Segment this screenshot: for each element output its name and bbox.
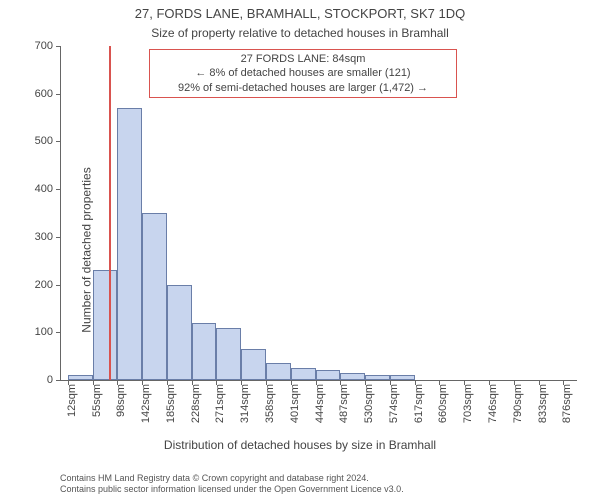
callout-line-1: 27 FORDS LANE: 84sqm xyxy=(156,52,450,66)
x-tick-label: 790sqm xyxy=(512,384,524,434)
y-tick-mark xyxy=(56,237,61,238)
footer-line-1: Contains HM Land Registry data © Crown c… xyxy=(60,473,404,485)
x-tick-label: 530sqm xyxy=(363,384,375,434)
x-tick-label: 703sqm xyxy=(462,384,474,434)
histogram-bar xyxy=(241,349,266,380)
histogram-bar xyxy=(266,363,291,380)
histogram-bar xyxy=(216,328,241,380)
histogram-bar xyxy=(316,370,341,380)
x-tick-label: 746sqm xyxy=(487,384,499,434)
y-tick-mark xyxy=(56,332,61,333)
x-tick-label: 185sqm xyxy=(165,384,177,434)
histogram-bar xyxy=(390,375,415,380)
x-tick-label: 228sqm xyxy=(190,384,202,434)
x-tick-label: 98sqm xyxy=(115,384,127,434)
x-tick-label: 55sqm xyxy=(91,384,103,434)
x-tick-label: 876sqm xyxy=(561,384,573,434)
y-tick-label: 200 xyxy=(35,279,53,291)
x-tick-label: 314sqm xyxy=(239,384,251,434)
footer-line-2: Contains public sector information licen… xyxy=(60,484,404,496)
y-tick-mark xyxy=(56,141,61,142)
x-tick-label: 487sqm xyxy=(338,384,350,434)
plot-area: 010020030040050060070012sqm55sqm98sqm142… xyxy=(60,46,577,381)
x-tick-label: 271sqm xyxy=(214,384,226,434)
callout-line-2: ← 8% of detached houses are smaller (121… xyxy=(156,66,450,80)
y-tick-label: 400 xyxy=(35,183,53,195)
callout-line-3: 92% of semi-detached houses are larger (… xyxy=(156,81,450,95)
attribution-footer: Contains HM Land Registry data © Crown c… xyxy=(60,473,404,496)
chart-subtitle: Size of property relative to detached ho… xyxy=(0,26,600,40)
histogram-bar xyxy=(93,270,118,380)
y-tick-mark xyxy=(56,285,61,286)
y-tick-mark xyxy=(56,46,61,47)
y-tick-label: 600 xyxy=(35,88,53,100)
histogram-bar xyxy=(192,323,217,380)
x-tick-label: 617sqm xyxy=(413,384,425,434)
histogram-bar xyxy=(117,108,142,380)
y-tick-mark xyxy=(56,94,61,95)
y-tick-label: 300 xyxy=(35,231,53,243)
x-axis-label: Distribution of detached houses by size … xyxy=(0,438,600,452)
subject-property-marker xyxy=(109,46,111,380)
histogram-bar xyxy=(365,375,390,380)
x-tick-label: 12sqm xyxy=(66,384,78,434)
x-tick-label: 833sqm xyxy=(537,384,549,434)
y-tick-label: 100 xyxy=(35,326,53,338)
histogram-bar xyxy=(167,285,192,380)
property-callout-box: 27 FORDS LANE: 84sqm ← 8% of detached ho… xyxy=(149,49,457,98)
property-size-histogram: 27, FORDS LANE, BRAMHALL, STOCKPORT, SK7… xyxy=(0,0,600,500)
x-tick-label: 142sqm xyxy=(140,384,152,434)
histogram-bar xyxy=(291,368,316,380)
y-tick-mark xyxy=(56,380,61,381)
y-tick-mark xyxy=(56,189,61,190)
histogram-bar xyxy=(142,213,167,380)
x-tick-label: 401sqm xyxy=(289,384,301,434)
x-tick-label: 444sqm xyxy=(314,384,326,434)
y-tick-label: 0 xyxy=(47,374,53,386)
x-tick-label: 358sqm xyxy=(264,384,276,434)
histogram-bar xyxy=(340,373,365,380)
histogram-bar xyxy=(68,375,93,380)
chart-title-address: 27, FORDS LANE, BRAMHALL, STOCKPORT, SK7… xyxy=(0,6,600,21)
x-tick-label: 660sqm xyxy=(437,384,449,434)
x-tick-label: 574sqm xyxy=(388,384,400,434)
y-tick-label: 500 xyxy=(35,135,53,147)
y-tick-label: 700 xyxy=(35,40,53,52)
